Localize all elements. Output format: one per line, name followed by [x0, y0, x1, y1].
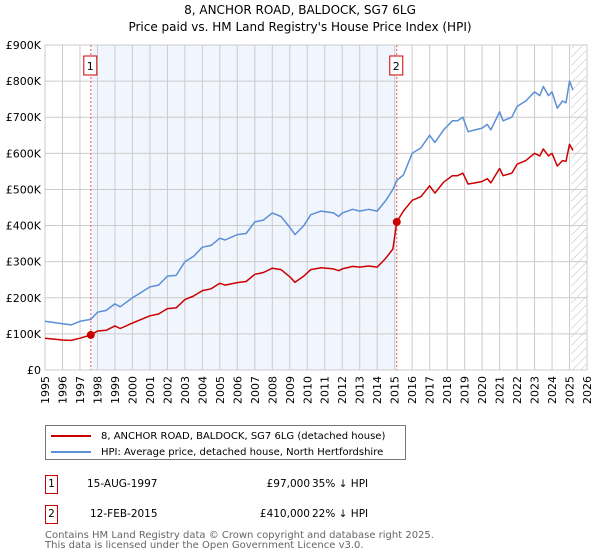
x-tick-label: 2005 — [214, 376, 227, 404]
x-tick-label: 2000 — [126, 376, 139, 404]
hpi-line — [44, 80, 574, 326]
legend-swatch-blue — [51, 451, 91, 453]
x-tick-label: 2024 — [546, 376, 559, 404]
x-tick-label: 2015 — [389, 376, 402, 404]
x-tick-label: 2021 — [494, 376, 507, 404]
sale-badge: 1 — [45, 475, 58, 494]
legend-label: HPI: Average price, detached house, Nort… — [101, 446, 384, 458]
x-tick-label: 2017 — [424, 376, 437, 404]
sale-date: 12-FEB-2015 — [90, 508, 158, 520]
sale-price: £97,000 — [266, 478, 310, 490]
x-tick-label: 2026 — [581, 376, 594, 404]
y-tick-label: £400K — [6, 220, 42, 233]
x-tick-label: 1996 — [56, 376, 69, 404]
sale-badge: 2 — [45, 505, 58, 524]
legend-item-property: 8, ANCHOR ROAD, BALDOCK, SG7 6LG (detach… — [51, 429, 385, 443]
sale-label-box — [83, 55, 98, 76]
x-tick-label: 1998 — [91, 376, 104, 404]
legend-label: 8, ANCHOR ROAD, BALDOCK, SG7 6LG (detach… — [101, 430, 386, 442]
x-tick-label: 2004 — [196, 376, 209, 404]
y-tick-label: £700K — [6, 111, 42, 124]
x-tick-label: 2002 — [161, 376, 174, 404]
legend-swatch-red — [51, 435, 91, 437]
sale-date: 15-AUG-1997 — [87, 478, 158, 490]
legend-item-hpi: HPI: Average price, detached house, Nort… — [51, 445, 383, 459]
y-tick-label: £500K — [6, 183, 42, 196]
y-tick-label: £100K — [6, 328, 42, 341]
chart-subtitle: Price paid vs. HM Land Registry's House … — [128, 20, 472, 34]
sale-delta: 22% ↓ HPI — [312, 508, 369, 520]
x-tick-label: 2012 — [336, 376, 349, 404]
sale-label: 2 — [393, 60, 400, 73]
chart-title: 8, ANCHOR ROAD, BALDOCK, SG7 6LG — [184, 3, 416, 17]
x-tick-label: 2010 — [301, 376, 314, 404]
sale-price: £410,000 — [259, 508, 310, 520]
x-tick-label: 2019 — [459, 376, 472, 404]
sale-label: 1 — [87, 60, 94, 73]
plot-frame — [44, 44, 588, 371]
x-tick-label: 2008 — [266, 376, 279, 404]
x-tick-label: 2018 — [441, 376, 454, 404]
x-tick-label: 2009 — [284, 376, 297, 404]
y-tick-label: £600K — [6, 147, 42, 160]
x-tick-label: 1997 — [74, 376, 87, 404]
footer-line-1: Contains HM Land Registry data © Crown c… — [45, 530, 434, 541]
sale-point — [392, 217, 401, 226]
x-tick-label: 1999 — [109, 376, 122, 404]
footer: Contains HM Land Registry data © Crown c… — [45, 531, 434, 551]
x-tick-label: 2020 — [476, 376, 489, 404]
x-tick-label: 2007 — [249, 376, 262, 404]
x-tick-label: 1995 — [39, 376, 52, 404]
x-tick-label: 2023 — [529, 376, 542, 404]
sale-delta: 35% ↓ HPI — [312, 478, 369, 490]
x-tick-label: 2022 — [511, 376, 524, 404]
y-tick-label: £800K — [6, 75, 42, 88]
x-tick-label: 2001 — [144, 376, 157, 404]
y-tick-label: £200K — [6, 292, 42, 305]
x-tick-label: 2014 — [371, 376, 384, 404]
legend: 8, ANCHOR ROAD, BALDOCK, SG7 6LG (detach… — [45, 425, 406, 460]
x-tick-label: 2016 — [406, 376, 419, 404]
sale-row: 2 12-FEB-2015 £410,000 22% ↓ HPI — [45, 505, 465, 525]
y-tick-label: £900K — [6, 39, 42, 52]
x-tick-label: 2025 — [564, 376, 577, 404]
sale-row: 1 15-AUG-1997 £97,000 35% ↓ HPI — [45, 475, 465, 495]
property-line — [44, 143, 574, 342]
y-tick-label: £300K — [6, 256, 42, 269]
x-tick-label: 2003 — [179, 376, 192, 404]
shaded-period — [90, 45, 397, 370]
footer-line-2: This data is licensed under the Open Gov… — [45, 540, 364, 551]
chart-svg: 1995 1996 1997 1998 1999 2000 2001 2002 2003 2004… — [6, 39, 594, 404]
x-tick-label: 2011 — [319, 376, 332, 404]
y-tick-label: £0 — [27, 364, 41, 377]
forecast-hatch — [571, 45, 587, 370]
x-tick-label: 2013 — [354, 376, 367, 404]
sale-point — [86, 330, 95, 339]
sale-label-box — [389, 55, 404, 76]
x-tick-label: 2006 — [231, 376, 244, 404]
